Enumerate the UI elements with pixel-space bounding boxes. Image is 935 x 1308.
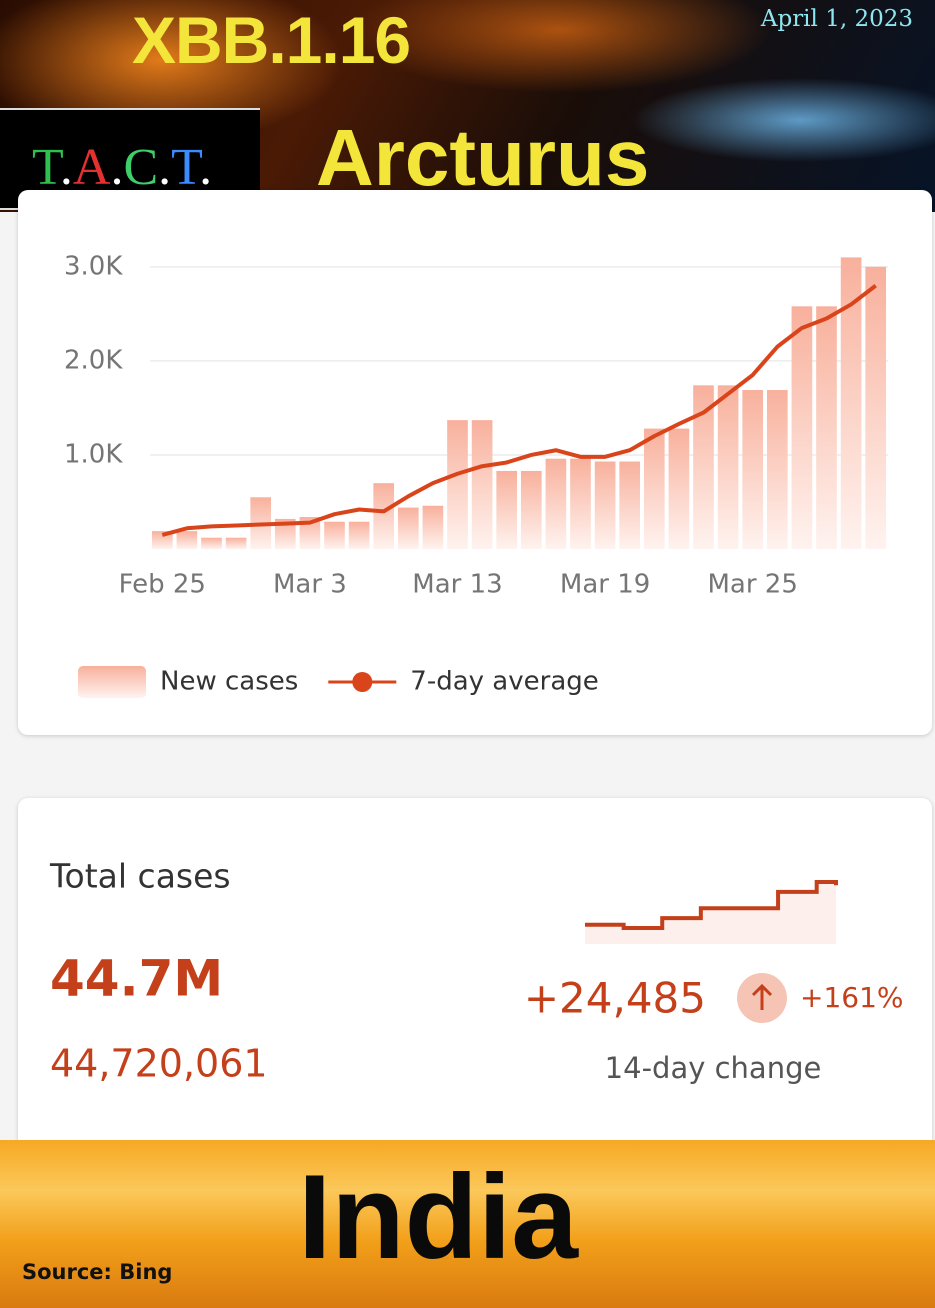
bar	[422, 505, 444, 549]
bar	[791, 306, 813, 549]
bar	[545, 458, 567, 549]
bar	[840, 257, 862, 549]
legend-label: New cases	[160, 667, 298, 697]
source: Source: Bing	[22, 1260, 173, 1284]
footer-banner: India Source: Bing	[0, 1140, 935, 1308]
bar	[619, 461, 641, 549]
sparkline	[585, 880, 838, 930]
header-banner: XBB.1.16 April 1, 2023 T.A.C.T. Arcturus	[0, 0, 935, 212]
stats-card: Total cases 44.7M 44,720,061 +24,485 +16…	[18, 798, 932, 1158]
variant-name: Arcturus	[316, 113, 650, 202]
bar	[816, 306, 837, 549]
variant-title: XBB.1.16	[132, 3, 411, 77]
bar	[225, 537, 247, 549]
bar	[176, 531, 198, 549]
bar	[766, 390, 788, 549]
bar	[471, 420, 493, 549]
change: +24,485	[524, 974, 706, 1023]
change-pct: +161%	[800, 981, 904, 1014]
bar	[397, 507, 419, 549]
bar	[496, 470, 518, 549]
date: April 1, 2023	[760, 6, 913, 32]
bar	[668, 428, 690, 549]
average-line	[161, 284, 877, 537]
y-tick-label: 1.0K	[64, 439, 123, 469]
bar	[373, 483, 395, 549]
x-tick-label: Mar 25	[707, 570, 797, 600]
x-tick-label: Mar 13	[412, 570, 502, 600]
brand: T.A.C.T.	[32, 139, 213, 196]
y-tick-label: 3.0K	[64, 251, 123, 281]
bar	[447, 420, 468, 549]
legend-dot	[352, 672, 373, 692]
change-label: 14-day change	[605, 1051, 822, 1085]
y-tick-label: 2.0K	[64, 345, 123, 375]
stats: Total cases 44.7M 44,720,061 +24,485 +16…	[49, 857, 904, 1086]
country: India	[298, 1150, 579, 1284]
bar	[594, 461, 616, 549]
legend-swatch	[78, 666, 146, 698]
bar	[520, 470, 542, 549]
x-tick-label: Feb 25	[119, 570, 206, 600]
total-short: 44.7M	[50, 950, 223, 1008]
bar	[324, 521, 345, 549]
bar	[299, 517, 321, 549]
bar	[570, 458, 591, 549]
total: 44,720,061	[50, 1042, 268, 1086]
x-tick-label: Mar 19	[560, 570, 650, 600]
bar	[717, 385, 739, 549]
bar	[865, 266, 887, 549]
bar	[643, 428, 665, 549]
legend-label: 7-day average	[410, 667, 598, 697]
bar	[693, 385, 714, 549]
stat-label: Total cases	[49, 857, 231, 896]
chart-card: 1.0K 2.0K 3.0K Feb 25 Mar 3 Mar 13 Mar 19 Mar 2…	[18, 190, 932, 735]
bar	[201, 537, 222, 549]
up-arrow	[751, 983, 773, 1010]
x-tick-label: Mar 3	[273, 570, 347, 600]
bar	[348, 521, 370, 549]
bar	[742, 390, 764, 549]
chart: 1.0K 2.0K 3.0K Feb 25 Mar 3 Mar 13 Mar 19 Mar 2…	[64, 251, 888, 698]
bar	[274, 518, 296, 549]
bar	[151, 531, 173, 549]
